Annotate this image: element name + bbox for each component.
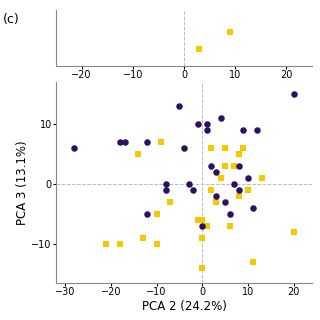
Point [232, 163, 237, 168]
X-axis label: PCA 2 (24.2%): PCA 2 (24.2%) [141, 300, 227, 313]
Point [236, 151, 241, 156]
Point [213, 199, 219, 204]
Point [200, 236, 205, 241]
Point [159, 139, 164, 144]
Point [291, 91, 296, 96]
Point [227, 212, 232, 217]
Point [195, 218, 200, 223]
Point [72, 145, 77, 150]
Point [122, 139, 127, 144]
Point [209, 145, 214, 150]
Point [209, 163, 214, 168]
Point [218, 175, 223, 180]
Point [177, 103, 182, 108]
Point [204, 121, 209, 126]
Point [117, 242, 123, 247]
Point [236, 163, 241, 168]
Point [209, 188, 214, 193]
Point [255, 127, 260, 132]
Point [204, 127, 209, 132]
Point [154, 212, 159, 217]
Text: (c): (c) [3, 13, 20, 26]
Point [232, 181, 237, 187]
Point [250, 205, 255, 211]
Point [223, 145, 228, 150]
Point [181, 145, 187, 150]
Point [228, 29, 233, 35]
Point [241, 127, 246, 132]
Point [117, 139, 123, 144]
Point [200, 266, 205, 271]
Point [223, 163, 228, 168]
Y-axis label: PCA 3 (13.1%): PCA 3 (13.1%) [16, 140, 29, 225]
Point [197, 46, 202, 51]
Point [227, 223, 232, 228]
Point [191, 188, 196, 193]
X-axis label: PCA 1 (28.1%): PCA 1 (28.1%) [142, 83, 226, 96]
Point [145, 139, 150, 144]
Point [195, 121, 200, 126]
Point [145, 212, 150, 217]
Point [213, 169, 219, 174]
Point [163, 188, 168, 193]
Point [223, 199, 228, 204]
Point [236, 188, 241, 193]
Point [163, 181, 168, 187]
Point [213, 193, 219, 198]
Point [204, 223, 209, 228]
Point [291, 229, 296, 235]
Point [250, 260, 255, 265]
Point [186, 181, 191, 187]
Point [136, 151, 141, 156]
Point [154, 242, 159, 247]
Point [245, 175, 251, 180]
Point [200, 218, 205, 223]
Point [236, 193, 241, 198]
Point [241, 145, 246, 150]
Point [218, 115, 223, 120]
Point [104, 242, 109, 247]
Point [200, 223, 205, 228]
Point [259, 175, 264, 180]
Point [140, 236, 145, 241]
Point [168, 199, 173, 204]
Point [245, 188, 251, 193]
